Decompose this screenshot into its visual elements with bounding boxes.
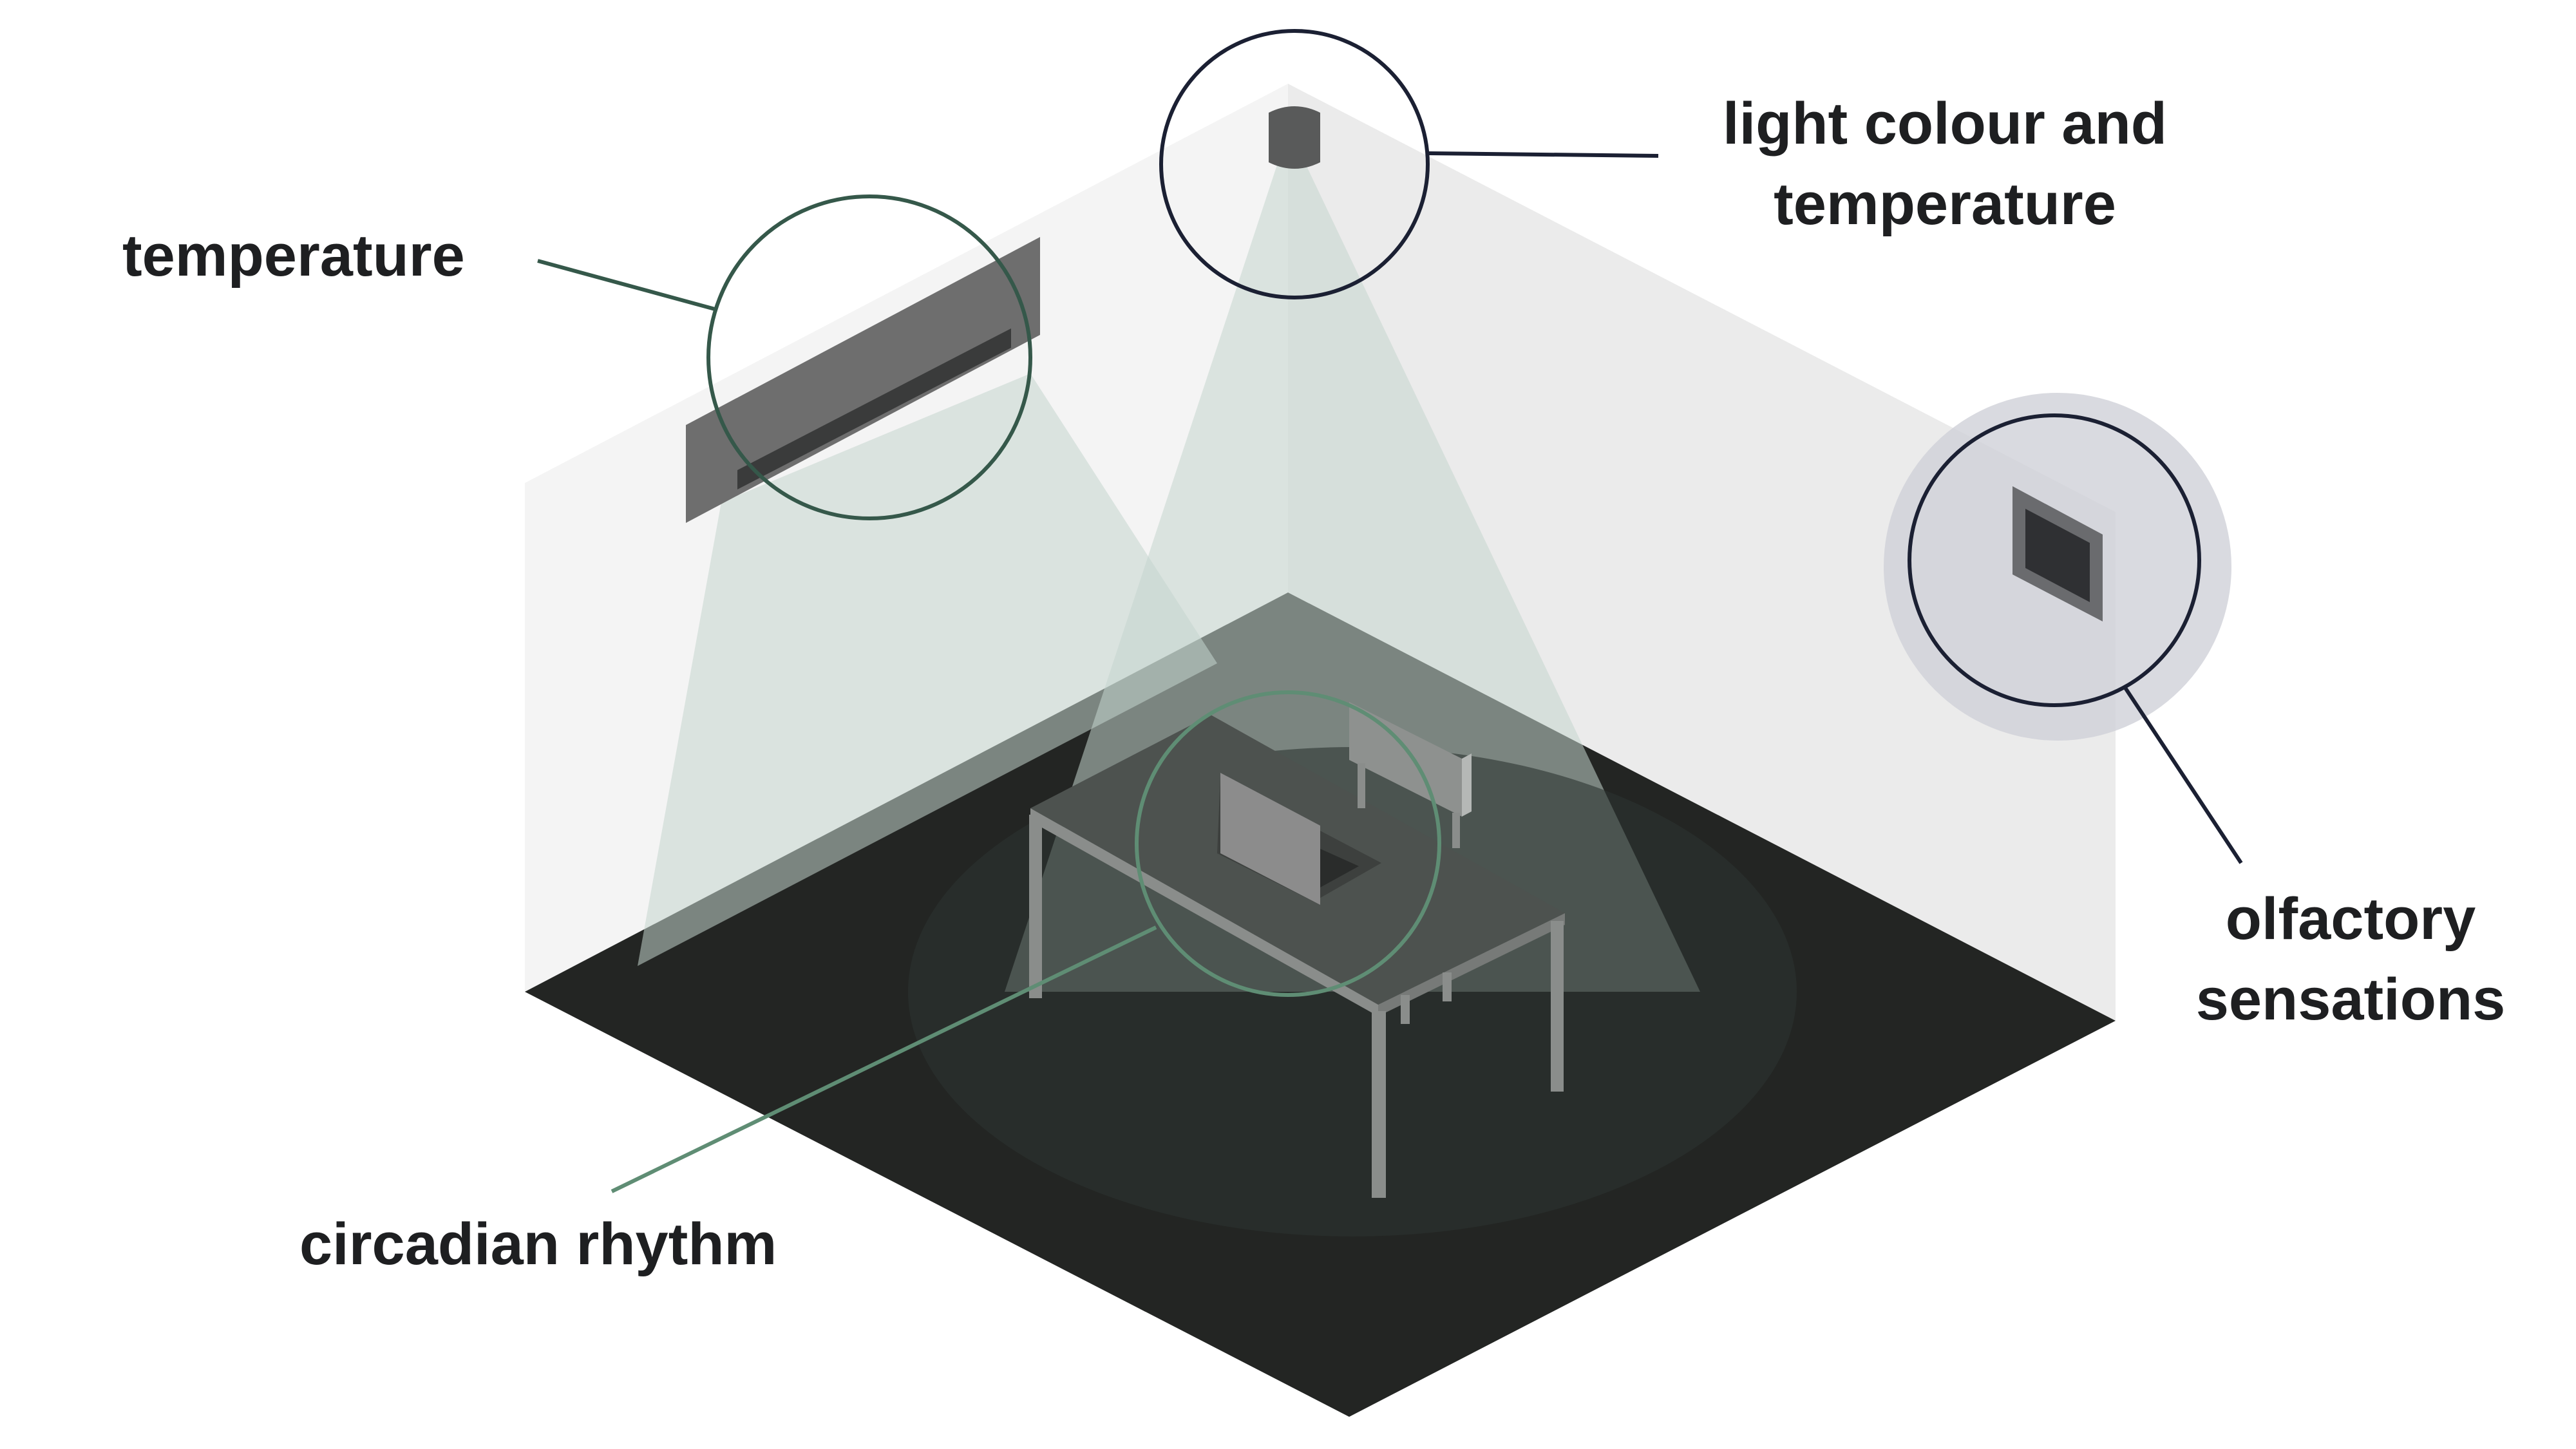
light-circle [1159,29,1430,299]
air-conditioner-icon [686,237,1040,523]
olfactory-sensations-label: olfactory sensations [2195,886,2506,1032]
laptop-icon [1217,773,1381,905]
chair-icon [1349,702,1472,848]
circadian-rhythm-label: circadian rhythm [299,1211,777,1277]
scent-diffuser-icon [2012,486,2103,621]
light-leader [1428,151,1659,158]
temperature-label: temperature [122,223,465,289]
olfactory-leader [2122,685,2243,864]
airflow-beam [638,374,1217,966]
circadian-circle [1135,690,1441,997]
olfactory-circle [1908,413,2201,707]
right-wall [1288,84,2116,1021]
temperature-leader [537,259,715,311]
temperature-circle [706,194,1032,520]
ceiling-light-icon [1269,106,1320,169]
light-colour-temperature-label: light colour and temperature [1723,91,2167,237]
circadian-leader [611,925,1157,1193]
